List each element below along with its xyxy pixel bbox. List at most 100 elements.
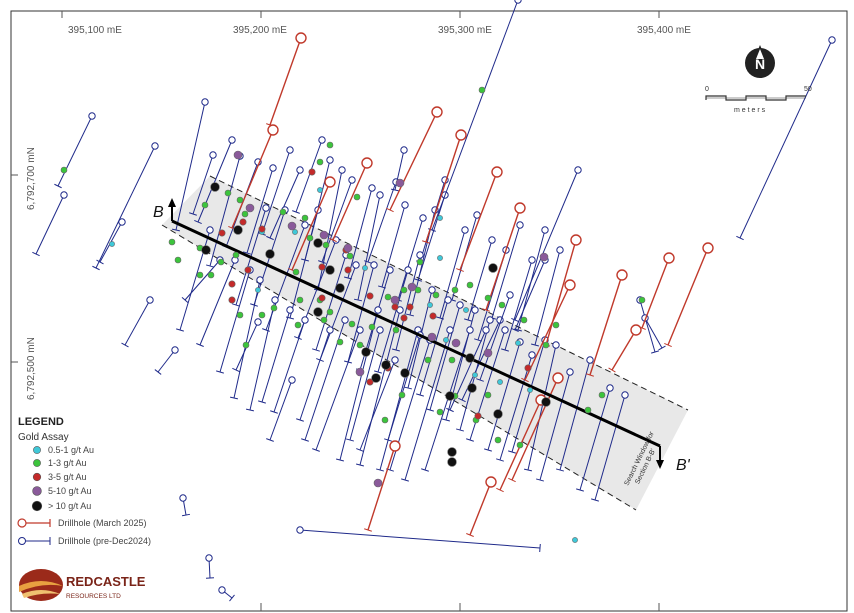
drillhole-trace bbox=[292, 136, 326, 214]
assay-point bbox=[542, 341, 550, 349]
drillhole-trace bbox=[329, 157, 373, 243]
legend: LEGEND Gold Assay 0.5-1 g/t Au 1-3 g/t A… bbox=[17, 416, 151, 546]
drillhole-trace bbox=[391, 251, 424, 352]
assay-point bbox=[255, 287, 261, 293]
drillhole-trace bbox=[638, 252, 675, 330]
drillhole-trace bbox=[346, 326, 384, 442]
drillhole-trace bbox=[511, 166, 582, 323]
assay-point bbox=[541, 397, 551, 407]
legend-swatch-gt-10 bbox=[31, 500, 43, 512]
assay-point bbox=[498, 301, 506, 309]
north-arrow-letter: N bbox=[755, 56, 765, 72]
drillhole-trace bbox=[576, 384, 614, 492]
drillhole-trace bbox=[205, 554, 215, 579]
drillhole-trace bbox=[296, 526, 541, 553]
assay-point bbox=[381, 360, 391, 370]
legend-label-5-10: 5-10 g/t Au bbox=[48, 486, 92, 496]
assay-point bbox=[407, 282, 417, 292]
assay-point bbox=[233, 150, 243, 160]
northing-label-1: 6,792,700 mN bbox=[26, 147, 37, 210]
gold-assay-points bbox=[60, 86, 646, 543]
assay-point bbox=[400, 286, 408, 294]
drillhole-trace bbox=[258, 306, 294, 404]
assay-point bbox=[361, 347, 371, 357]
drillhole-trace bbox=[456, 166, 503, 272]
assay-point bbox=[465, 353, 475, 363]
assay-point bbox=[326, 308, 334, 316]
assay-point bbox=[210, 182, 220, 192]
drillhole-trace bbox=[664, 242, 714, 347]
assay-point bbox=[638, 296, 646, 304]
drillhole-trace bbox=[243, 164, 277, 255]
assay-point bbox=[373, 478, 383, 488]
assay-point bbox=[366, 292, 374, 300]
assay-point bbox=[400, 368, 410, 378]
assay-point bbox=[493, 409, 503, 419]
assay-point bbox=[472, 372, 478, 378]
drillhole-trace bbox=[364, 440, 401, 532]
drillhole-trace bbox=[591, 391, 629, 502]
assay-point bbox=[463, 307, 469, 313]
drillhole-trace bbox=[586, 269, 628, 377]
assay-point bbox=[432, 291, 440, 299]
assay-point bbox=[228, 296, 236, 304]
assay-point bbox=[467, 383, 477, 393]
assay-point bbox=[391, 303, 399, 311]
legend-label-drillhole-pre2024: Drillhole (pre-Dec2024) bbox=[58, 536, 151, 546]
section-start-label: B bbox=[153, 204, 164, 221]
assay-point bbox=[524, 364, 532, 372]
assay-point bbox=[447, 447, 457, 457]
assay-point bbox=[353, 193, 361, 201]
drillhole-trace bbox=[536, 368, 574, 482]
assay-point bbox=[478, 86, 486, 94]
assay-point bbox=[416, 258, 424, 266]
assay-point bbox=[292, 229, 298, 235]
scale-end: 50 bbox=[804, 86, 812, 93]
assay-point bbox=[236, 311, 244, 319]
drillhole-trace bbox=[641, 314, 666, 351]
drillhole-trace bbox=[196, 256, 239, 347]
assay-point bbox=[390, 295, 400, 305]
assay-point bbox=[488, 263, 498, 273]
legend-label-drillhole-2025: Drillhole (March 2025) bbox=[58, 518, 147, 528]
legend-swatch-1-3 bbox=[33, 459, 41, 467]
assay-point bbox=[233, 225, 243, 235]
drillhole-trace bbox=[496, 351, 536, 462]
assay-point bbox=[201, 245, 211, 255]
assay-point bbox=[400, 314, 408, 322]
assay-point bbox=[218, 229, 226, 237]
assay-point bbox=[474, 412, 482, 420]
assay-point bbox=[318, 263, 326, 271]
assay-point bbox=[381, 416, 389, 424]
assay-point bbox=[320, 316, 328, 324]
drillhole-trace bbox=[416, 296, 452, 397]
assay-point bbox=[398, 391, 406, 399]
assay-point bbox=[392, 326, 400, 334]
assay-point bbox=[572, 537, 578, 543]
drillhole-trace bbox=[436, 226, 469, 320]
legend-label-gt-10: > 10 g/t Au bbox=[48, 501, 91, 511]
drillhole-trace bbox=[54, 112, 96, 189]
assay-point bbox=[60, 166, 68, 174]
assay-point bbox=[196, 271, 204, 279]
drillhole-trace bbox=[422, 129, 467, 244]
assay-point bbox=[427, 302, 433, 308]
drillhole-trace bbox=[428, 0, 522, 232]
drillhole-trace bbox=[531, 246, 564, 347]
assay-point bbox=[584, 406, 592, 414]
legend-swatch-drillhole-pre2024 bbox=[18, 537, 51, 545]
assay-point bbox=[371, 373, 381, 383]
assay-point bbox=[168, 238, 176, 246]
assay-point bbox=[598, 391, 606, 399]
drillhole-trace bbox=[179, 494, 191, 517]
assay-point bbox=[296, 296, 304, 304]
assay-point bbox=[174, 256, 182, 264]
scale-start: 0 bbox=[705, 86, 709, 93]
assay-point bbox=[279, 208, 287, 216]
assay-point bbox=[448, 356, 456, 364]
assay-point bbox=[515, 340, 521, 346]
easting-label-2: 395,200 mE bbox=[233, 25, 287, 36]
drillhole-trace bbox=[401, 326, 454, 482]
drillhole-trace bbox=[356, 306, 404, 467]
